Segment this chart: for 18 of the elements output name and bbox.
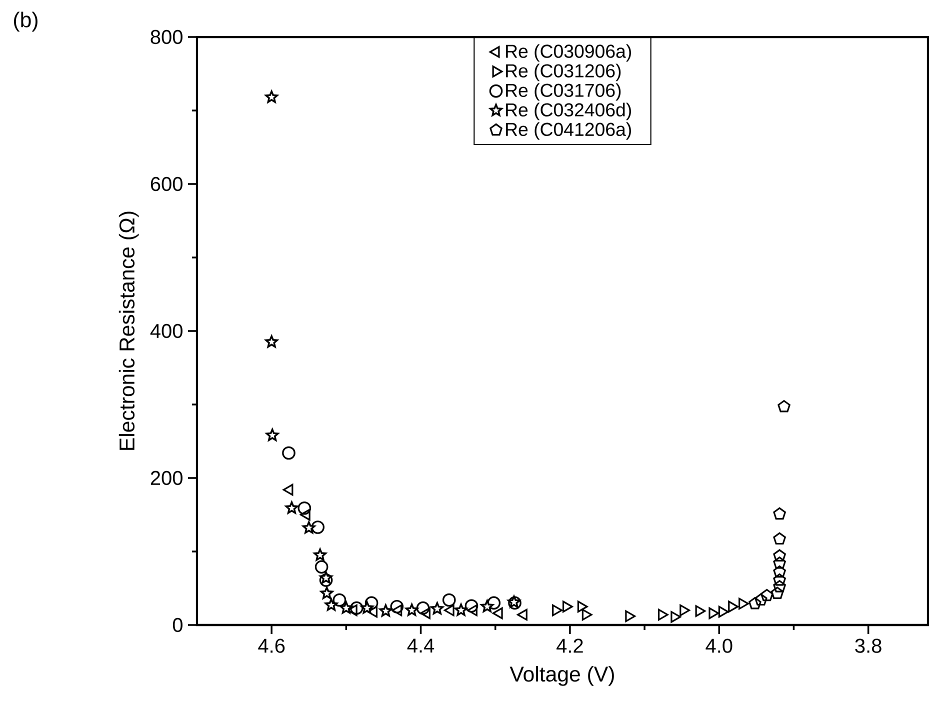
legend-label: Re (C041206a) — [506, 122, 631, 140]
x-tick-label: 3.8 — [855, 638, 882, 653]
y-tick-label: 600 — [150, 176, 182, 192]
x-tick-label: 4.6 — [258, 638, 285, 653]
legend-label: Re (C031706) — [506, 83, 621, 101]
y-tick-label: 400 — [150, 324, 182, 338]
text: (b) — [14, 12, 38, 32]
x-tick-label: 4.0 — [706, 638, 732, 653]
legend-label: Re (C030906a) — [506, 44, 631, 62]
y-tick-label: 200 — [150, 470, 182, 486]
legend-label: Re (C032406d) — [506, 102, 631, 120]
x-axis-title: Voltage (V) — [510, 666, 614, 686]
y-axis-title: Electronic Resistance (Ω) — [118, 212, 139, 450]
y-tick-label: 800 — [150, 30, 182, 44]
legend-label: Re (C031206) — [506, 64, 621, 82]
x-tick-label: 4.4 — [407, 638, 434, 652]
x-tick-label: 4.2 — [556, 638, 583, 653]
y-tick-label: 0 — [172, 618, 182, 632]
